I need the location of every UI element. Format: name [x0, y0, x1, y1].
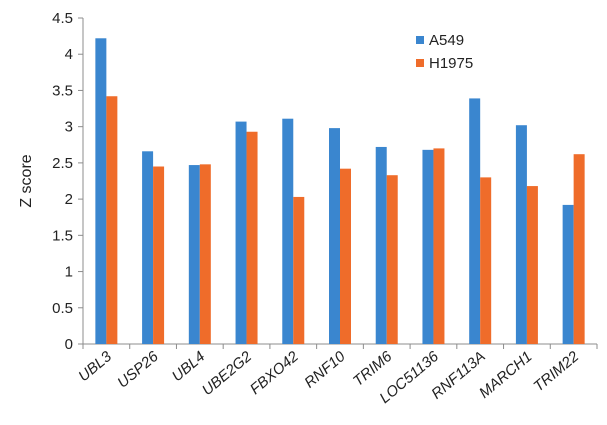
bar-h1975-ubl3 [106, 96, 118, 345]
bar-h1975-rnf10 [340, 168, 351, 344]
y-axis-title: Z score [18, 154, 35, 207]
bar-a549-ube2g2 [235, 121, 247, 345]
x-tick-label: USP26 [114, 348, 162, 392]
x-tick-label: UBL4 [169, 348, 209, 385]
y-tick-label: 3.5 [52, 82, 73, 99]
bar-a549-fbxo42 [282, 118, 294, 344]
y-tick-label: 4.5 [52, 10, 73, 27]
bar-h1975-ube2g2 [246, 131, 258, 344]
legend-swatch-h1975 [416, 59, 424, 67]
bar-h1975-fbxo42 [293, 196, 305, 344]
y-tick-label: 1 [65, 264, 73, 281]
bar-h1975-usp26 [153, 166, 165, 344]
bar-h1975-loc51136 [433, 148, 445, 344]
y-tick-label: 1.5 [52, 227, 73, 244]
y-tick-label: 2.5 [52, 155, 73, 172]
bar-a549-march1 [515, 125, 527, 345]
bar-a549-rnf10 [329, 128, 340, 344]
bar-a549-trim22 [562, 204, 574, 344]
y-tick-label: 2 [65, 191, 73, 208]
x-tick-label: FBXO42 [247, 348, 302, 398]
y-tick-label: 0.5 [52, 300, 73, 317]
x-tick-label: UBE2G2 [199, 348, 256, 399]
x-tick-label: TRIM22 [530, 348, 582, 396]
bar-h1975-trim22 [573, 154, 585, 344]
bar-a549-rnf113a [469, 98, 481, 344]
legend-label-h1975: H1975 [429, 55, 473, 72]
bar-a549-trim6 [375, 146, 387, 344]
y-tick-label: 3 [65, 119, 73, 136]
x-tick-label: UBL3 [75, 348, 115, 386]
y-tick-label: 4 [65, 46, 73, 63]
bar-h1975-ubl4 [199, 164, 211, 344]
y-tick-label: 0 [65, 336, 73, 353]
bar-a549-loc51136 [422, 149, 434, 344]
bar-h1975-march1 [526, 186, 538, 344]
bar-a549-usp26 [142, 151, 154, 344]
bar-h1975-trim6 [386, 175, 398, 344]
x-tick-label: MARCH1 [476, 348, 535, 402]
legend-swatch-a549 [416, 36, 424, 44]
bar-a549-ubl3 [95, 38, 107, 344]
bar-a549-ubl4 [188, 165, 200, 344]
legend-label-a549: A549 [429, 32, 464, 49]
bar-h1975-rnf113a [480, 177, 492, 344]
x-tick-label: RNF10 [301, 348, 349, 392]
